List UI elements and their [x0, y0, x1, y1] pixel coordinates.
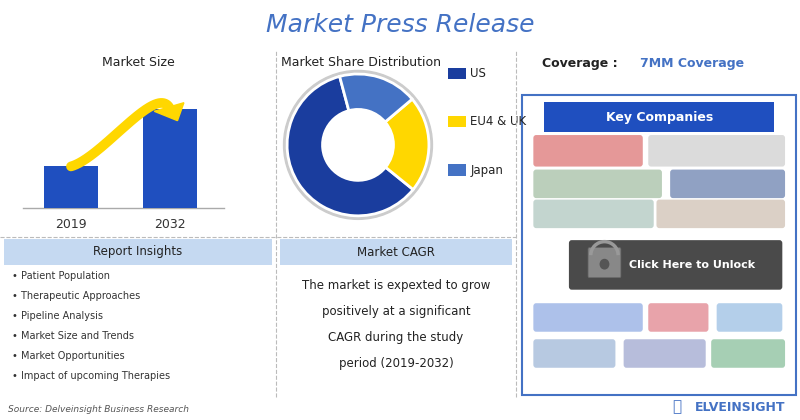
Text: 7MM Coverage: 7MM Coverage [640, 57, 745, 69]
Circle shape [322, 110, 394, 180]
Text: The market is expexted to grow: The market is expexted to grow [302, 279, 490, 292]
FancyBboxPatch shape [711, 339, 785, 368]
Text: • Pipeline Analysis: • Pipeline Analysis [12, 311, 103, 321]
Text: • Impact of upcoming Therapies: • Impact of upcoming Therapies [12, 371, 170, 381]
FancyBboxPatch shape [624, 339, 706, 368]
FancyBboxPatch shape [657, 200, 785, 228]
Text: Market Share Distribution: Market Share Distribution [282, 56, 442, 69]
Text: • Market Size and Trends: • Market Size and Trends [12, 331, 134, 341]
Text: Japan: Japan [470, 164, 503, 176]
Bar [544, 102, 774, 132]
FancyBboxPatch shape [534, 200, 654, 228]
FancyBboxPatch shape [588, 248, 621, 278]
Text: positively at a significant: positively at a significant [322, 305, 470, 318]
Text: • Patient Population: • Patient Population [12, 271, 110, 281]
Text: 2019: 2019 [55, 218, 87, 231]
Bar [4, 239, 272, 265]
Text: period (2019-2032): period (2019-2032) [338, 357, 454, 370]
Text: EU4 & UK: EU4 & UK [470, 116, 526, 128]
Text: • Market Opportunities: • Market Opportunities [12, 351, 125, 361]
FancyBboxPatch shape [717, 303, 782, 332]
Circle shape [599, 259, 610, 270]
Text: Ｄ: Ｄ [672, 399, 681, 414]
Text: Report Insights: Report Insights [94, 246, 182, 258]
FancyBboxPatch shape [534, 135, 642, 167]
Polygon shape [154, 103, 184, 121]
FancyBboxPatch shape [670, 170, 785, 198]
Wedge shape [340, 74, 412, 122]
Text: • Therapeutic Approaches: • Therapeutic Approaches [12, 291, 140, 301]
Text: 2032: 2032 [154, 218, 186, 231]
Text: Market Size: Market Size [102, 56, 174, 69]
Text: Coverage :: Coverage : [542, 57, 622, 69]
FancyBboxPatch shape [569, 240, 782, 290]
FancyBboxPatch shape [534, 339, 615, 368]
Wedge shape [385, 99, 429, 189]
Text: CAGR during the study: CAGR during the study [328, 331, 464, 344]
Text: Market CAGR: Market CAGR [357, 246, 435, 258]
FancyBboxPatch shape [534, 170, 662, 198]
FancyBboxPatch shape [648, 135, 785, 167]
Text: Market Press Release: Market Press Release [266, 13, 534, 37]
Wedge shape [287, 76, 413, 216]
FancyBboxPatch shape [648, 303, 709, 332]
Bar [143, 109, 197, 207]
Text: ELVEINSIGHT: ELVEINSIGHT [694, 401, 785, 414]
Bar [280, 239, 512, 265]
Text: Source: Delveinsight Business Research: Source: Delveinsight Business Research [8, 405, 189, 414]
Text: Click Here to Unlock: Click Here to Unlock [629, 260, 755, 270]
FancyBboxPatch shape [534, 303, 642, 332]
Text: Key Companies: Key Companies [606, 110, 713, 123]
Circle shape [283, 71, 433, 219]
Bar [44, 166, 98, 207]
Text: US: US [470, 67, 486, 80]
